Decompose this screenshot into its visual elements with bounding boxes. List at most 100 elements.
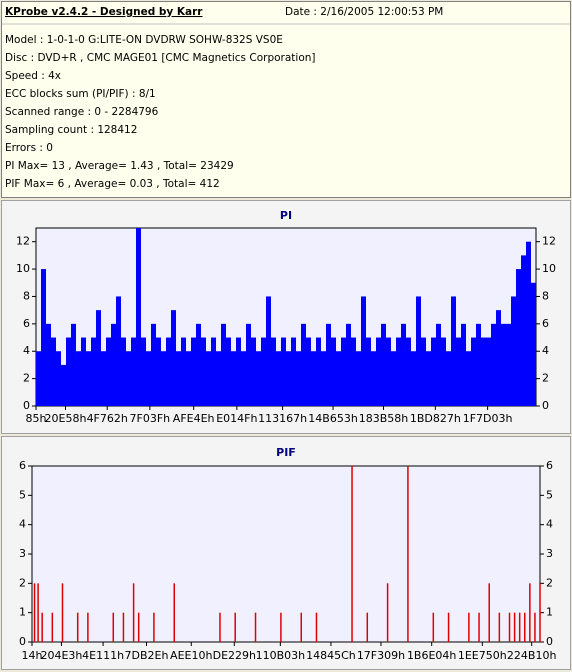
bar — [211, 337, 217, 406]
bar — [476, 323, 482, 406]
bar — [281, 337, 287, 406]
bar — [71, 323, 77, 406]
y-tick-label: 12 — [16, 235, 30, 248]
bar — [346, 323, 352, 406]
bar — [131, 337, 137, 406]
bar — [486, 337, 492, 406]
date: Date : 2/16/2005 12:00:53 PM — [285, 6, 443, 18]
info-line: Speed : 4x — [5, 70, 61, 82]
bar — [471, 337, 477, 406]
bar — [256, 351, 262, 406]
y-tick-label: 0 — [23, 399, 30, 412]
bar — [261, 337, 267, 406]
bar — [36, 351, 42, 406]
bar — [66, 337, 72, 406]
x-tick-label: 1F7D03h — [463, 412, 513, 425]
bar — [206, 351, 212, 406]
bar — [161, 351, 167, 406]
bar — [76, 351, 82, 406]
bar — [41, 269, 47, 406]
bar — [116, 296, 122, 406]
bar — [531, 282, 536, 406]
x-tick-label: 7DB2Eh — [125, 649, 169, 662]
bar — [296, 351, 302, 406]
x-tick-label: 14h — [22, 649, 43, 662]
bar — [331, 337, 337, 406]
bar — [126, 351, 132, 406]
y-tick-label-right: 4 — [542, 344, 549, 357]
bar — [371, 351, 377, 406]
bar — [241, 351, 247, 406]
bar — [121, 337, 127, 406]
bar — [461, 323, 467, 406]
y-tick-label: 1 — [19, 606, 26, 619]
x-tick-label: 183B58h — [359, 412, 409, 425]
x-tick-label: 204E3h — [40, 649, 82, 662]
y-tick-label-right: 12 — [542, 235, 556, 248]
bar — [481, 337, 487, 406]
y-tick-label-right: 4 — [546, 518, 553, 531]
x-tick-label: AEE10h — [170, 649, 212, 662]
bar — [301, 323, 307, 406]
info-panel — [1, 1, 571, 198]
y-tick-label-right: 0 — [542, 399, 549, 412]
x-tick-label: E014Fh — [216, 412, 257, 425]
y-tick-label-right: 3 — [546, 547, 553, 560]
bar — [61, 364, 67, 406]
bar — [246, 323, 252, 406]
x-tick-label: 85h — [26, 412, 47, 425]
x-tick-label: 1BD827h — [410, 412, 461, 425]
x-tick-label: 17F309h — [357, 649, 405, 662]
bar — [341, 337, 347, 406]
bar — [221, 323, 227, 406]
bar — [51, 337, 57, 406]
bar — [381, 323, 387, 406]
bar — [391, 351, 397, 406]
bar — [306, 337, 312, 406]
y-tick-label: 2 — [19, 576, 26, 589]
bar — [496, 310, 502, 406]
x-tick-label: 4E111h — [82, 649, 124, 662]
bar — [191, 337, 197, 406]
x-tick-label: 14845Ch — [306, 649, 356, 662]
info-line: Errors : 0 — [5, 142, 53, 154]
bar — [266, 296, 272, 406]
bar — [366, 337, 372, 406]
bar — [511, 296, 517, 406]
bar — [166, 337, 172, 406]
bar — [356, 351, 362, 406]
y-tick-label: 8 — [23, 289, 30, 302]
bar — [526, 241, 532, 406]
bar — [156, 337, 162, 406]
x-tick-label: 110B03h — [256, 649, 306, 662]
bar — [196, 323, 202, 406]
bar — [441, 337, 447, 406]
bar — [396, 337, 402, 406]
app-title: KProbe v2.4.2 - Designed by Karr — [5, 6, 203, 18]
bar — [106, 337, 112, 406]
y-tick-label: 6 — [23, 317, 30, 330]
bar — [311, 351, 317, 406]
bar — [176, 351, 182, 406]
bar — [386, 337, 392, 406]
info-line: ECC blocks sum (PI/PIF) : 8/1 — [5, 88, 156, 100]
bar — [431, 337, 437, 406]
bar — [451, 296, 457, 406]
x-tick-label: 1EE750h — [458, 649, 507, 662]
info-line: Disc : DVD+R , CMC MAGE01 [CMC Magnetics… — [5, 52, 316, 64]
bar — [201, 337, 207, 406]
info-line: Scanned range : 0 - 2284796 — [5, 106, 159, 118]
bar — [456, 337, 462, 406]
y-tick-label: 2 — [23, 372, 30, 385]
bar — [171, 310, 177, 406]
y-tick-label: 3 — [19, 547, 26, 560]
y-tick-label: 6 — [19, 459, 26, 472]
plot-area — [31, 465, 541, 643]
y-tick-label: 5 — [19, 488, 26, 501]
bar — [111, 323, 117, 406]
bar — [336, 351, 342, 406]
bar — [406, 337, 412, 406]
x-tick-label: 113167h — [258, 412, 307, 425]
